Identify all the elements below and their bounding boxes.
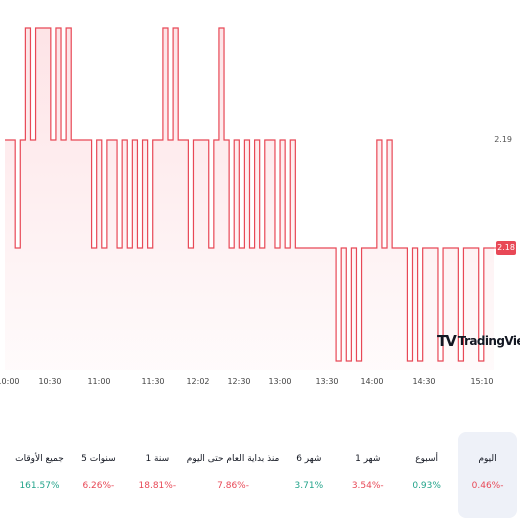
period-label: 5 سنوات: [81, 454, 116, 464]
period-label: منذ بداية العام حتى اليوم: [186, 454, 280, 464]
period-label: أسبوع: [415, 454, 439, 464]
price-tick-2-19: 2.19: [494, 135, 512, 144]
price-chart-svg[interactable]: [0, 0, 520, 400]
time-label: 13:30: [315, 377, 339, 386]
time-label: 13:00: [268, 377, 292, 386]
price-chart[interactable]: 2.19 2.18 TV TradingView 10:00 10:30 11:…: [0, 0, 520, 400]
period-value: 0.46%-: [471, 481, 504, 491]
period-1-year[interactable]: 1 سنة 18.81%-: [128, 432, 187, 518]
period-6-months[interactable]: 6 شهر 3.71%: [279, 432, 338, 518]
period-all-time[interactable]: جميع الأوقات 161.57%: [10, 432, 69, 518]
period-label: 1 شهر: [355, 454, 381, 464]
period-label: 1 سنة: [145, 454, 170, 464]
period-value: 3.54%-: [351, 481, 384, 491]
period-1-month[interactable]: 1 شهر 3.54%-: [338, 432, 397, 518]
current-price-tag: 2.18: [496, 241, 516, 255]
period-ytd[interactable]: منذ بداية العام حتى اليوم 7.86%-: [187, 432, 280, 518]
period-5-years[interactable]: 5 سنوات 6.26%-: [69, 432, 128, 518]
period-value: 6.26%-: [82, 481, 115, 491]
time-label: 11:30: [141, 377, 165, 386]
time-label: 15:10: [470, 377, 494, 386]
price-line: [5, 27, 494, 362]
time-label: 14:00: [360, 377, 384, 386]
period-label: 6 شهر: [296, 454, 322, 464]
time-label: 12:30: [227, 377, 251, 386]
period-value: 3.71%: [294, 481, 324, 491]
period-label: اليوم: [478, 454, 497, 464]
tradingview-logo[interactable]: TV TradingView: [437, 331, 520, 351]
period-value: 18.81%-: [138, 481, 177, 491]
period-today[interactable]: اليوم 0.46%-: [458, 432, 517, 518]
period-week[interactable]: أسبوع 0.93%: [397, 432, 456, 518]
tradingview-logo-mark: TV: [437, 332, 457, 350]
tradingview-logo-text: TradingView: [457, 334, 520, 348]
time-label: 10:30: [38, 377, 62, 386]
performance-periods: اليوم 0.46%- أسبوع 0.93% 1 شهر 3.54%- 6 …: [0, 432, 520, 518]
period-value: 0.93%: [412, 481, 441, 491]
time-label: 12:02: [186, 377, 210, 386]
time-label: 11:00: [87, 377, 111, 386]
period-value: 161.57%: [19, 481, 60, 491]
period-value: 7.86%-: [217, 481, 249, 491]
time-label: 14:30: [412, 377, 436, 386]
time-label: 10:00: [0, 377, 20, 386]
period-label: جميع الأوقات: [15, 454, 64, 464]
